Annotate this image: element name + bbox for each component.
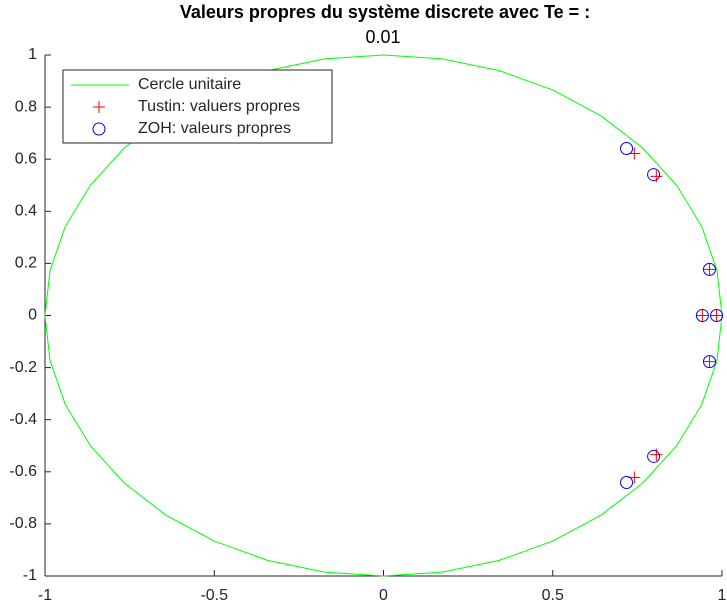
x-tick-label: -1 bbox=[38, 587, 52, 604]
y-tick-label: 0.8 bbox=[15, 98, 37, 115]
circle-marker bbox=[702, 262, 716, 276]
y-tick-label: 0.4 bbox=[15, 203, 37, 220]
x-tick-label: -0.5 bbox=[200, 587, 228, 604]
plus-marker bbox=[710, 309, 723, 322]
circle-marker bbox=[702, 355, 716, 369]
circle-marker bbox=[695, 309, 709, 322]
x-tick-label: 0 bbox=[379, 587, 388, 604]
plus-marker bbox=[696, 309, 709, 322]
chart-subtitle: 0.01 bbox=[365, 27, 400, 47]
plus-marker bbox=[703, 263, 716, 276]
circle-marker bbox=[620, 475, 634, 489]
legend-label: Cercle unitaire bbox=[138, 76, 241, 93]
chart-title: Valeurs propres du système discrete avec… bbox=[180, 2, 590, 22]
y-tick-label: -0.8 bbox=[9, 515, 37, 532]
y-tick-label: 0.6 bbox=[15, 150, 37, 167]
y-tick-label: 0.2 bbox=[15, 255, 37, 272]
circle-marker bbox=[647, 449, 661, 463]
legend-label: ZOH: valeurs propres bbox=[138, 120, 291, 137]
x-tick-label: 1 bbox=[718, 587, 727, 604]
legend-box bbox=[62, 69, 333, 144]
plus-marker bbox=[703, 355, 716, 368]
legend-swatch bbox=[93, 101, 105, 113]
y-tick-label: -0.2 bbox=[9, 359, 37, 376]
y-tick-label: -0.4 bbox=[9, 411, 37, 428]
y-tick-label: -0.6 bbox=[9, 463, 37, 480]
y-tick-label: -1 bbox=[23, 567, 37, 584]
y-tick-label: 1 bbox=[28, 46, 37, 63]
y-tick-label: 0 bbox=[28, 307, 37, 324]
legend-label: Tustin: valuers propres bbox=[138, 98, 300, 115]
circle-marker bbox=[647, 168, 661, 182]
x-tick-label: 0.5 bbox=[542, 587, 564, 604]
circle-marker bbox=[620, 142, 634, 156]
circle-marker bbox=[710, 309, 724, 322]
unit-circle bbox=[44, 54, 723, 577]
legend-swatch bbox=[92, 122, 106, 136]
